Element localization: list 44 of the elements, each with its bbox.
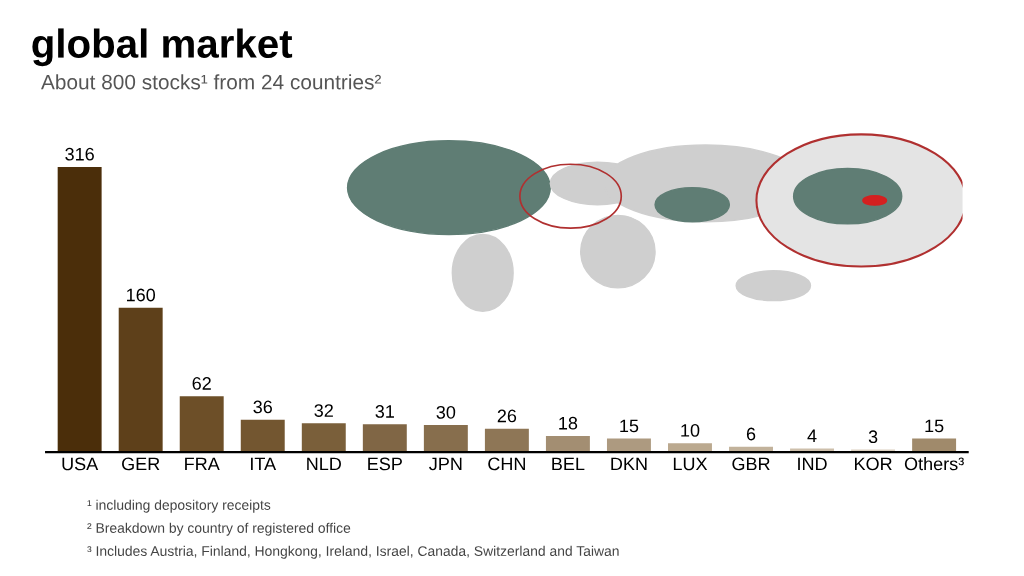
x-tick-label: CHN [488, 457, 525, 471]
x-tick-label: ESP [368, 457, 402, 471]
x-tick-label: USA [62, 457, 99, 471]
x-tick-label: GER [122, 457, 160, 471]
x-tick-label: ITA [251, 457, 277, 471]
data-label: 15 [620, 419, 639, 433]
data-label: 62 [192, 377, 211, 390]
data-label: 4 [807, 429, 817, 443]
bar [118, 307, 163, 453]
data-label: 160 [127, 288, 156, 302]
bar [57, 166, 102, 453]
data-label: 31 [375, 405, 394, 418]
data-label: 32 [314, 404, 333, 417]
data-label: 10 [681, 424, 700, 437]
data-label: 316 [65, 147, 94, 161]
text: ¹ including depository receipts [87, 499, 271, 513]
data-label: 15 [925, 419, 944, 433]
text: ² Breakdown by country of registered office [87, 522, 351, 536]
x-tick-label: Others³ [904, 457, 964, 471]
bar [423, 425, 468, 453]
x-tick-label: IND [798, 457, 827, 471]
bar [240, 419, 285, 453]
bar [484, 428, 529, 453]
data-label: 30 [436, 405, 456, 419]
chart-subtitle: About 800 stocks¹ from 24 countries² [41, 74, 381, 90]
text: ³ Includes Austria, Finland, Hongkong, Ireland, Israel, Canada, Switzerland and Taiwan [87, 545, 619, 559]
bar [179, 396, 224, 453]
data-label: 6 [746, 427, 756, 441]
x-tick-label: DKN [611, 457, 647, 471]
data-label: 36 [253, 400, 272, 414]
x-tick-label: JPN [429, 457, 462, 471]
chart-title: global market [32, 28, 293, 67]
bar [301, 423, 346, 453]
data-label: 18 [559, 416, 578, 430]
x-tick-label: KOR [855, 457, 892, 471]
data-label: 3 [868, 430, 878, 444]
bar [545, 435, 590, 453]
bar [362, 424, 407, 453]
x-tick-label: FRA [185, 457, 220, 471]
data-label: 26 [497, 409, 517, 423]
x-tick-label: GBR [732, 457, 770, 471]
x-tick-label: NLD [307, 457, 341, 471]
x-tick-label: BEL [552, 457, 585, 471]
x-tick-label: LUX [673, 457, 708, 471]
